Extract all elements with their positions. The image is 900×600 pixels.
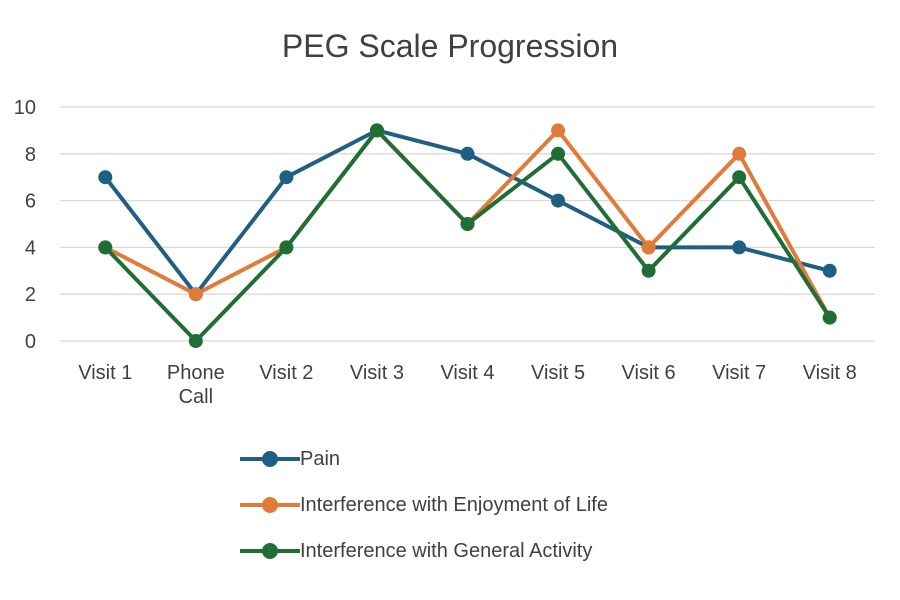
chart-title: PEG Scale Progression (281, 28, 619, 64)
x-tick-label-4: Visit 3 (350, 362, 404, 384)
x-tick-label-6: Visit 5 (531, 362, 585, 384)
data-point-general-activity-6 (551, 146, 566, 161)
data-point-pain-3 (279, 170, 294, 185)
y-tick-label-8: 8 (25, 144, 36, 166)
y-tick-label-0: 0 (25, 331, 36, 353)
x-tick-label-5: Visit 4 (440, 362, 494, 384)
line-chart: 0 2 4 6 8 10 Visit 1 Phone Call Visit 2 Visit 3 Vis… (14, 97, 875, 408)
x-tick-label-8: Visit 7 (712, 362, 766, 384)
y-tick-label-2: 2 (25, 284, 36, 306)
legend-item-general-activity: Interference with General Activity (240, 528, 608, 574)
legend-marker-general-activity (262, 543, 278, 559)
data-point-general-activity-4 (369, 123, 384, 138)
legend-swatch-enjoyment (240, 495, 300, 515)
data-point-general-activity-5 (460, 217, 475, 231)
legend-label-enjoyment: Interference with Enjoyment of Life (300, 493, 608, 516)
legend-marker-pain (262, 451, 278, 467)
legend-swatch-pain (240, 449, 300, 469)
x-tick-label-2: Phone Call (167, 362, 225, 408)
data-point-pain-5 (460, 146, 475, 161)
legend-label-general-activity: Interference with General Activity (300, 539, 593, 562)
data-point-general-activity-2 (188, 334, 203, 348)
legend-item-enjoyment: Interference with Enjoyment of Life (240, 482, 608, 528)
data-point-general-activity-3 (279, 240, 294, 255)
legend: Pain Interference with Enjoyment of Life… (240, 436, 608, 574)
legend-marker-enjoyment (262, 497, 278, 513)
data-point-pain-1 (98, 170, 113, 185)
series-line-general-activity (103, 128, 832, 343)
y-tick-label-10: 10 (14, 97, 36, 119)
data-point-enjoyment-6 (551, 123, 566, 138)
y-tick-label-4: 4 (25, 237, 36, 259)
x-tick-label-1: Visit 1 (78, 362, 132, 384)
legend-label-pain: Pain (300, 447, 341, 470)
x-tick-label-3: Visit 2 (259, 362, 313, 384)
data-point-pain-6 (551, 193, 566, 208)
data-point-pain-8 (732, 240, 747, 255)
legend-swatch-general-activity (240, 541, 300, 561)
legend-item-pain: Pain (240, 436, 608, 482)
data-point-enjoyment-2 (188, 287, 203, 302)
y-tick-label-6: 6 (25, 191, 36, 213)
x-tick-label-9: Visit 8 (803, 362, 857, 384)
x-tick-label-7: Visit 6 (622, 362, 676, 384)
data-point-pain-9 (822, 263, 837, 278)
data-point-enjoyment-8 (732, 146, 747, 161)
data-point-general-activity-7 (641, 263, 656, 278)
data-point-general-activity-8 (732, 170, 747, 185)
data-point-general-activity-1 (98, 240, 113, 255)
data-point-enjoyment-7 (641, 240, 656, 255)
data-point-general-activity-9 (822, 310, 837, 325)
